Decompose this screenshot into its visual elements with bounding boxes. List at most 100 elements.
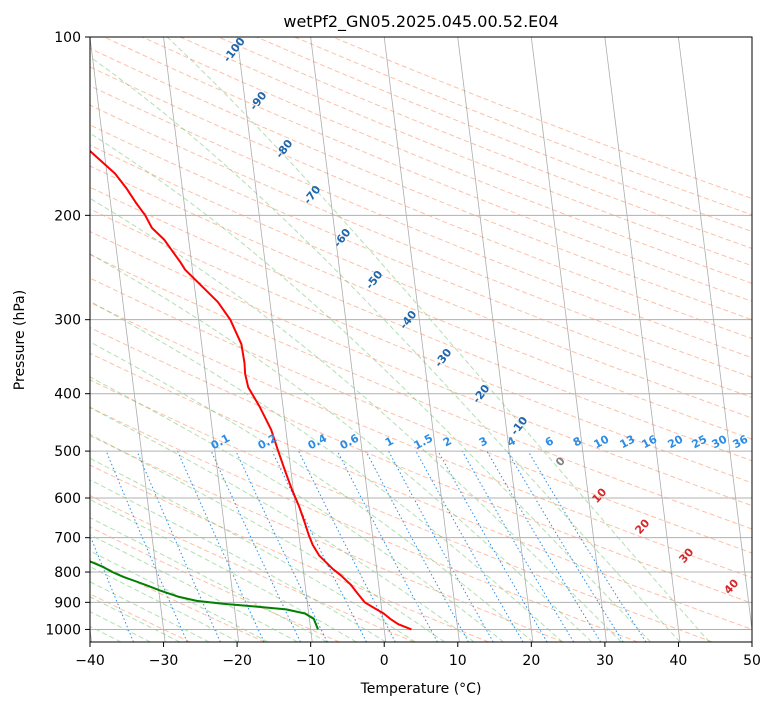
mixing-ratio-label: 13 — [618, 433, 638, 452]
x-tick-label: −10 — [296, 653, 326, 669]
dry-adiabat — [256, 37, 752, 233]
dewpoint-profile — [90, 560, 319, 630]
mixing-ratio-label: 0.4 — [306, 431, 330, 452]
mixing-ratio-line — [365, 450, 469, 642]
mixing-ratio-label: 30 — [710, 432, 730, 451]
dry-adiabat-label: -30 — [432, 346, 455, 370]
x-tick-label: −40 — [75, 653, 105, 669]
dry-adiabat-label: -70 — [301, 183, 324, 207]
dry-adiabat — [90, 301, 752, 579]
dry-adiabat — [332, 37, 752, 200]
dry-adiabat — [90, 593, 191, 642]
y-axis-label: Pressure (hPa) — [12, 290, 28, 390]
axis-ticks: −40 −30 −20 −10 0 10 20 30 40 5010020030040050060… — [45, 30, 761, 669]
y-tick-label: 400 — [54, 387, 81, 403]
isotherm — [383, 37, 460, 642]
moist-adiabat — [90, 534, 298, 642]
mixing-ratio-label: 16 — [640, 432, 660, 451]
dry-adiabat — [90, 435, 564, 642]
isotherm — [163, 37, 240, 642]
mixing-ratio-line — [486, 450, 602, 642]
mixing-ratio-label: 20 — [666, 432, 686, 451]
y-tick-label: 500 — [54, 444, 81, 460]
dry-adiabat — [90, 104, 752, 378]
isotherm — [90, 37, 166, 642]
moist-adiabat — [90, 197, 622, 642]
chart-title: wetPf2_GN05.2025.045.00.52.E04 — [283, 12, 558, 32]
y-tick-label: 600 — [54, 491, 81, 507]
dry-adiabat — [294, 37, 752, 216]
moist-adiabat-label: 30 — [676, 545, 696, 565]
moist-adiabat — [166, 37, 710, 642]
mixing-ratio-label: 0.1 — [209, 432, 232, 453]
mixing-ratio-line — [136, 450, 221, 642]
moist-adiabat-label: 20 — [632, 516, 652, 536]
dry-adiabats — [90, 37, 752, 642]
dry-adiabat — [90, 253, 752, 530]
dry-adiabat — [90, 124, 752, 399]
dry-adiabat — [90, 85, 752, 359]
isobars — [90, 37, 752, 630]
isotherm — [457, 37, 534, 642]
y-tick-label: 200 — [54, 208, 81, 224]
moist-adiabat — [90, 433, 445, 642]
dry-adiabat — [90, 352, 752, 630]
x-tick-label: 0 — [380, 653, 389, 669]
y-tick-label: 1000 — [45, 622, 81, 638]
dry-adiabat — [90, 165, 752, 440]
dry-adiabat — [90, 230, 752, 507]
x-tick-label: −30 — [149, 653, 179, 669]
isotherm — [751, 37, 752, 41]
dry-adiabat — [90, 494, 415, 642]
moist-adiabat — [90, 406, 475, 642]
dry-adiabat — [90, 464, 489, 642]
dry-adiabat — [90, 186, 752, 462]
x-tick-label: 40 — [670, 653, 688, 669]
y-tick-label: 900 — [54, 595, 81, 611]
isotherm — [678, 37, 752, 633]
isotherm — [530, 37, 607, 642]
moist-adiabat — [90, 132, 651, 642]
dry-adiabat — [90, 326, 752, 604]
mixing-ratio-line — [506, 450, 624, 642]
moist-adiabat-label: 0 — [553, 454, 568, 469]
dry-adiabat — [103, 37, 752, 302]
dry-adiabat — [90, 208, 752, 484]
y-tick-label: 100 — [54, 30, 81, 46]
dry-adiabat-label: -40 — [397, 308, 420, 332]
x-tick-label: 50 — [743, 653, 761, 669]
temperature-profile — [90, 149, 412, 631]
moist-adiabat — [90, 566, 239, 642]
mixing-ratio-line — [105, 450, 188, 642]
mixing-ratio-line — [271, 450, 367, 642]
mixing-ratio-label: 25 — [690, 433, 710, 452]
moist-adiabat — [90, 341, 534, 642]
dry-adiabat-label: -100 — [221, 35, 248, 65]
isotherm — [604, 37, 681, 642]
moist-adiabat — [90, 253, 593, 642]
sounding-lines — [90, 149, 412, 631]
x-tick-label: 30 — [596, 653, 614, 669]
dry-adiabat — [90, 66, 752, 340]
moist-adiabat — [90, 300, 563, 642]
plot-frame — [89, 36, 753, 643]
x-tick-label: 10 — [449, 653, 467, 669]
mixing-ratio-label: 6 — [543, 434, 556, 449]
dry-adiabat — [90, 144, 752, 419]
mixing-ratio-label: 1.5 — [412, 432, 435, 453]
isotherm — [310, 37, 387, 642]
dry-adiabat-label: -20 — [470, 382, 493, 406]
dry-adiabat-label: -50 — [363, 268, 386, 292]
mixing-ratio-label: 1 — [383, 434, 396, 449]
mixing-ratio-line — [527, 450, 647, 642]
moist-adiabat — [90, 376, 504, 642]
mixing-ratio-label: 2 — [441, 434, 454, 449]
y-tick-label: 800 — [54, 565, 81, 581]
x-tick-label: −20 — [222, 653, 252, 669]
mixing-ratio-label: 36 — [731, 432, 751, 451]
dry-adiabat — [90, 277, 752, 554]
x-axis-label: Temperature (°C) — [360, 681, 482, 697]
mixing-ratio-line — [388, 450, 494, 642]
